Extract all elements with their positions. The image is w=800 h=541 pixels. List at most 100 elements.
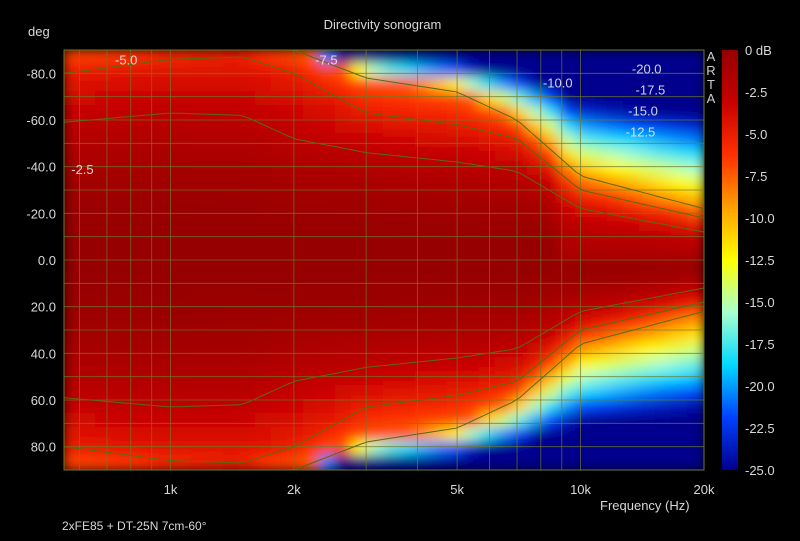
heatmap-cell [527, 273, 545, 289]
heatmap-cell [447, 455, 465, 470]
heatmap-cell [415, 371, 433, 387]
x-tick-label: 1k [164, 482, 178, 497]
heatmap-cell [159, 273, 177, 289]
heatmap-cell [543, 175, 561, 191]
heatmap-cell [303, 203, 321, 219]
heatmap-cell [399, 203, 417, 219]
contour-lines [64, 50, 704, 470]
heatmap-cell [623, 217, 641, 233]
heatmap-cell [431, 133, 449, 149]
heatmap-cell [191, 399, 209, 415]
heatmap-cell [383, 231, 401, 247]
heatmap-cell [239, 231, 257, 247]
heatmap-cell [559, 315, 577, 331]
heatmap-cell [543, 231, 561, 247]
heatmap-cell [271, 231, 289, 247]
y-tick-label: -80.0 [26, 66, 56, 81]
heatmap-cell [64, 343, 81, 359]
heatmap-cell [447, 63, 465, 79]
heatmap-cell [111, 329, 129, 345]
heatmap-cell [687, 231, 704, 247]
heatmap-cell [671, 147, 689, 163]
heatmap-cell [559, 357, 577, 373]
heatmap-cell [543, 371, 561, 387]
heatmap-cell [255, 203, 273, 219]
heatmap-cell [271, 245, 289, 261]
heatmap-cell [127, 441, 145, 457]
heatmap-cell [383, 245, 401, 261]
heatmap-cell [367, 133, 385, 149]
heatmap-cell [575, 133, 593, 149]
heatmap-cell [655, 455, 673, 470]
heatmap-cell [367, 91, 385, 107]
heatmap-cell [319, 119, 337, 135]
heatmap-cell [335, 455, 353, 470]
heatmap-cell [607, 77, 625, 93]
heatmap-cell [303, 413, 321, 429]
heatmap-cell [655, 399, 673, 415]
heatmap-cell [351, 385, 369, 401]
heatmap-cell [287, 329, 305, 345]
heatmap-cell [543, 119, 561, 135]
heatmap-cell [575, 315, 593, 331]
heatmap-cell [511, 203, 529, 219]
heatmap-cell [447, 105, 465, 121]
heatmap-cell [623, 455, 641, 470]
heatmap-cell [655, 63, 673, 79]
heatmap-cell [623, 273, 641, 289]
heatmap-cell [335, 77, 353, 93]
heatmap-cell [287, 287, 305, 303]
heatmap-cell [303, 371, 321, 387]
heatmap-cell [639, 119, 657, 135]
heatmap-cell [319, 413, 337, 429]
heatmap-cell [175, 63, 193, 79]
heatmap-cell [287, 50, 305, 65]
heatmap-cell [623, 203, 641, 219]
heatmap-cell [79, 343, 97, 359]
heatmap-cell [255, 385, 273, 401]
heatmap-cell [79, 371, 97, 387]
heatmap-cell [255, 147, 273, 163]
heatmap-cell [479, 371, 497, 387]
heatmap-cell [95, 385, 113, 401]
heatmap-cell [575, 50, 593, 65]
heatmap-cell [351, 259, 369, 275]
heatmap-cell [191, 371, 209, 387]
heatmap-cell [559, 259, 577, 275]
heatmap-cell [335, 343, 353, 359]
heatmap-cell [447, 357, 465, 373]
heatmap-cell [79, 301, 97, 317]
heatmap-cell [495, 455, 513, 470]
colorbar-ticks: 0 dB -2.5 -5.0 -7.5 -10.0 -12.5 -15.0 -17.5 -20.… [745, 43, 775, 478]
heatmap-cell [543, 427, 561, 443]
heatmap-cell [463, 63, 481, 79]
heatmap-cell [303, 231, 321, 247]
heatmap-cell [207, 357, 225, 373]
heatmap-cell [479, 259, 497, 275]
heatmap-cell [207, 259, 225, 275]
heatmap-cell [383, 63, 401, 79]
heatmap-cell [463, 315, 481, 331]
heatmap-cell [591, 105, 609, 121]
heatmap-cell [255, 175, 273, 191]
heatmap-cell [383, 77, 401, 93]
heatmap-cell [79, 133, 97, 149]
heatmap-cell [159, 329, 177, 345]
heatmap-cell [687, 50, 704, 65]
heatmap-cell [79, 105, 97, 121]
heatmap-cell [287, 203, 305, 219]
heatmap-cell [511, 427, 529, 443]
heatmap-cell [223, 231, 241, 247]
heatmap-cell [335, 105, 353, 121]
heatmap-cell [447, 273, 465, 289]
heatmap-cell [287, 413, 305, 429]
heatmap-cell [175, 357, 193, 373]
heatmap-cell [191, 105, 209, 121]
heatmap-cell [607, 231, 625, 247]
heatmap-cell [175, 259, 193, 275]
heatmap-cell [479, 105, 497, 121]
heatmap-cell [64, 91, 81, 107]
heatmap-cell [655, 301, 673, 317]
heatmap-cell [239, 259, 257, 275]
heatmap-cell [207, 273, 225, 289]
